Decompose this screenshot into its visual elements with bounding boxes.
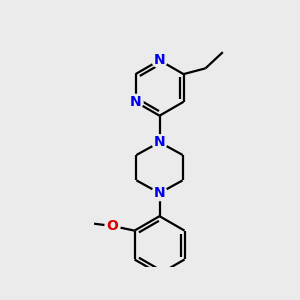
- Text: N: N: [154, 53, 165, 67]
- Circle shape: [105, 218, 120, 233]
- Text: O: O: [106, 219, 119, 233]
- Text: N: N: [154, 135, 165, 149]
- Circle shape: [152, 135, 167, 150]
- Circle shape: [152, 53, 167, 68]
- Text: N: N: [154, 186, 165, 200]
- Circle shape: [128, 94, 143, 109]
- Text: N: N: [130, 95, 141, 109]
- Circle shape: [152, 186, 167, 201]
